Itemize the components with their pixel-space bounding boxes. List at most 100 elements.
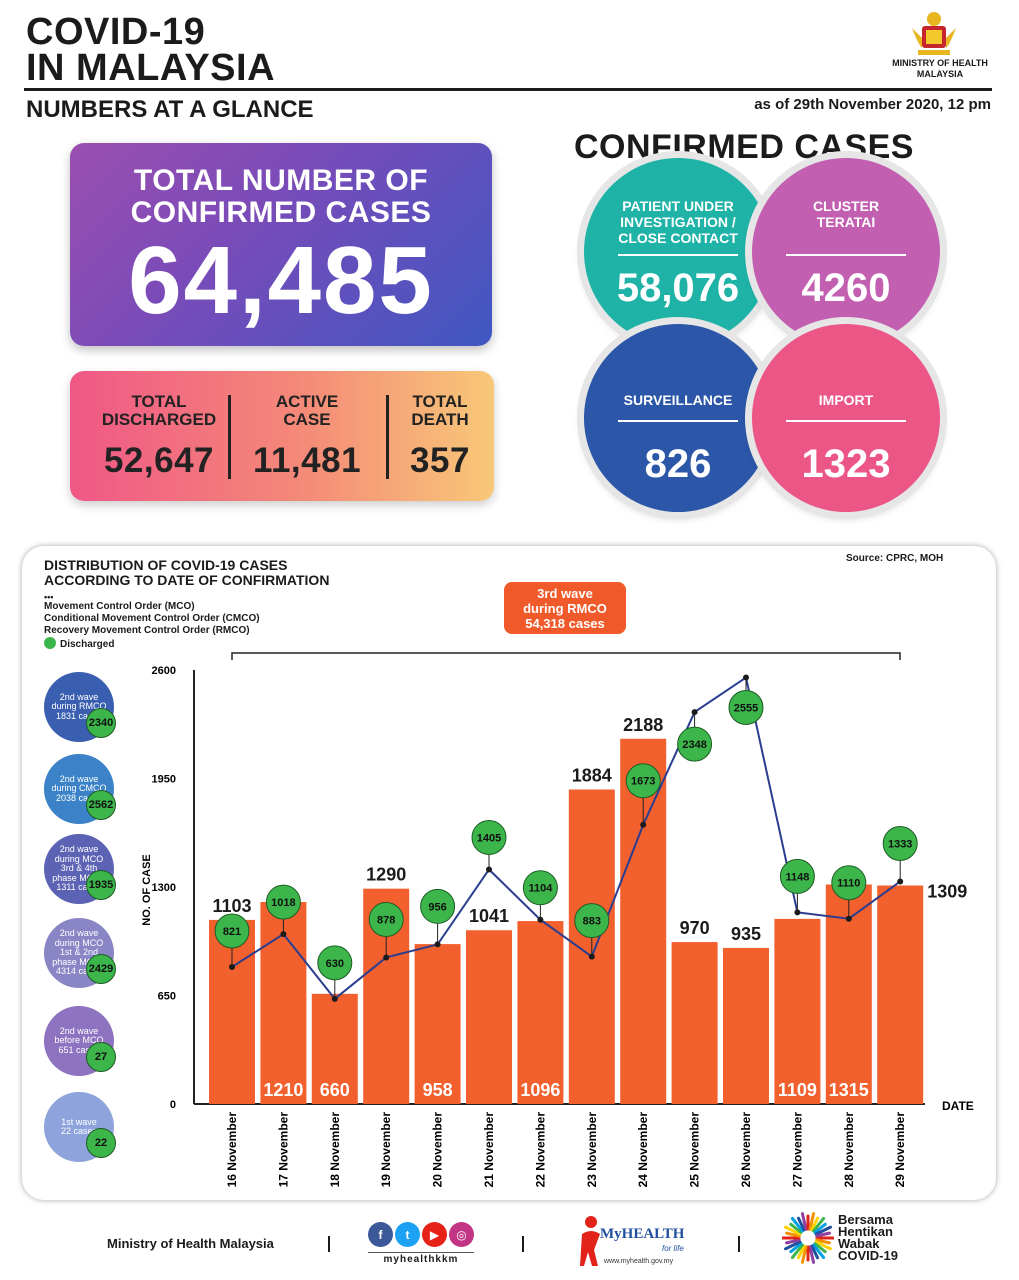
third-wave-line-2: during RMCO <box>523 601 607 616</box>
discharged-point <box>691 709 698 716</box>
myhealth-figure-icon <box>580 1216 600 1266</box>
x-tick-label: 26 November <box>739 1112 753 1188</box>
wave-label-line3: 1st & 2nd <box>59 947 99 958</box>
bar-value-label: 1103 <box>212 896 251 916</box>
bar <box>311 993 358 1104</box>
active-stat: ACTIVE CASE 11,481 <box>232 393 382 481</box>
discharged-value-label: 1148 <box>785 871 809 883</box>
bar-value-label: 1315 <box>829 1080 869 1100</box>
discharged-bubble <box>214 913 250 949</box>
active-value: 11,481 <box>252 441 362 480</box>
bar-value-label: 660 <box>320 1080 350 1100</box>
wave-label-line5: 1311 cases <box>56 882 102 893</box>
twitter-icon[interactable]: t <box>395 1222 420 1247</box>
discharged-bubble <box>677 726 713 762</box>
discharged-value: 52,647 <box>103 441 215 480</box>
y-tick-label: 1950 <box>152 774 176 786</box>
x-tick-label: 19 November <box>379 1112 393 1188</box>
wave-label-line3: 651 cases <box>58 1044 100 1055</box>
title-line-2: IN MALAYSIA <box>26 47 276 89</box>
discharged-point <box>640 821 647 828</box>
total-label-line-2: CONFIRMED CASES <box>130 196 432 229</box>
wave-label-line5: 4314 cases <box>55 966 103 977</box>
discharged-bubble <box>368 901 404 937</box>
discharged-point <box>434 941 441 948</box>
stat-divider <box>386 395 389 479</box>
instagram-icon[interactable]: ◎ <box>449 1222 474 1247</box>
legend-mco: Movement Control Order (MCO) <box>44 601 195 612</box>
total-label-line-1: TOTAL NUMBER OF <box>133 164 429 197</box>
discharged-point <box>588 953 595 960</box>
chart-source: Source: CPRC, MOH <box>846 553 944 564</box>
discharged-value-label: 2348 <box>682 739 706 751</box>
x-tick-label: 18 November <box>328 1112 342 1188</box>
surveillance-divider <box>618 420 738 422</box>
wave-label-line2: 22 cases <box>60 1126 98 1136</box>
wave-discharged-badge: 27 <box>86 1042 116 1072</box>
youtube-icon[interactable]: ▶ <box>422 1222 447 1247</box>
wave-label-line2: before MCO <box>54 1035 104 1046</box>
wave-label-line2: during MCO <box>54 937 104 948</box>
x-tick-label: 17 November <box>276 1112 290 1188</box>
wave-label-line1: 2nd wave <box>59 691 99 702</box>
teratai-label-line-2: TERATAI <box>816 214 876 230</box>
social-handle[interactable]: myhealthkkm <box>368 1252 474 1265</box>
wave-bracket <box>231 652 901 660</box>
y-tick-label: 0 <box>170 1099 176 1111</box>
chart-title-line-2: ACCORDING TO DATE OF CONFIRMATION <box>44 572 330 588</box>
wave-label-line2: during MCO <box>54 853 104 864</box>
discharged-bubble <box>522 870 558 906</box>
y-axis-label: NO. OF CASE <box>141 854 153 926</box>
wave-label-line3: 3rd & 4th <box>60 863 98 874</box>
x-tick-label: 28 November <box>842 1112 856 1188</box>
discharged-value-label: 1405 <box>477 832 501 844</box>
bersama-line-4: COVID-19 <box>838 1248 898 1263</box>
wave-label-line3: 2038 cases <box>55 792 103 803</box>
bar-value-label: 970 <box>680 918 710 938</box>
pui-label: PATIENT UNDER INVESTIGATION / CLOSE CONT… <box>584 198 772 246</box>
y-tick-label: 650 <box>158 991 176 1003</box>
legend-discharged: Discharged <box>44 637 260 651</box>
page-title: COVID-19 IN MALAYSIA <box>26 13 276 89</box>
teratai-value: 4260 <box>801 266 891 310</box>
y-tick-label: 1300 <box>152 882 176 894</box>
page-subtitle: NUMBERS AT A GLANCE <box>26 96 314 123</box>
social-icons: f t ▶ ◎ <box>368 1222 474 1247</box>
footer-divider <box>522 1236 524 1252</box>
bar-value-label: 1109 <box>778 1080 817 1100</box>
myhealth-logo: MyHEALTH <box>600 1226 685 1242</box>
bar <box>877 885 924 1104</box>
death-label-line-1: TOTAL <box>412 392 468 411</box>
discharged-dot-icon <box>44 637 56 649</box>
death-label-line-2: DEATH <box>411 410 469 429</box>
cluster-teratai-bubble: CLUSTER TERATAI 4260 <box>752 158 940 346</box>
wave-discharged-badge: 2340 <box>86 708 116 738</box>
x-tick-label: 16 November <box>225 1112 239 1188</box>
bar <box>466 930 512 1104</box>
report-date: as of 29th November 2020, 12 pm <box>754 96 991 113</box>
x-tick-label: 21 November <box>482 1112 496 1188</box>
x-tick-label: 27 November <box>790 1112 804 1188</box>
facebook-icon[interactable]: f <box>368 1222 393 1247</box>
ministry-line-2: MALAYSIA <box>916 69 964 79</box>
discharged-label-line-1: TOTAL <box>131 392 187 411</box>
import-label: IMPORT <box>818 392 874 408</box>
discharged-point <box>383 954 390 961</box>
bar-value-label: 2188 <box>623 715 663 735</box>
bar <box>671 942 718 1104</box>
discharged-bubble <box>574 903 610 939</box>
discharged-bubble <box>625 763 661 799</box>
bar-value-label: 1884 <box>572 766 612 786</box>
legend-discharged-label: Discharged <box>60 639 115 650</box>
discharged-value-label: 1673 <box>631 776 655 788</box>
chart-title: DISTRIBUTION OF COVID-19 CASES ACCORDING… <box>44 558 329 588</box>
discharged-stat: TOTAL DISCHARGED 52,647 <box>84 393 234 481</box>
wave-discharged-badge: 1935 <box>86 870 116 900</box>
footer-ministry: Ministry of Health Malaysia <box>107 1236 274 1251</box>
pui-divider <box>618 254 738 256</box>
myhealth-url: www.myhealth.gov.my <box>604 1258 674 1265</box>
discharged-label-line-2: DISCHARGED <box>101 410 217 429</box>
bar-value-label: 958 <box>423 1080 453 1100</box>
x-axis-label: DATE <box>942 1099 974 1113</box>
death-value: 357 <box>410 441 470 480</box>
